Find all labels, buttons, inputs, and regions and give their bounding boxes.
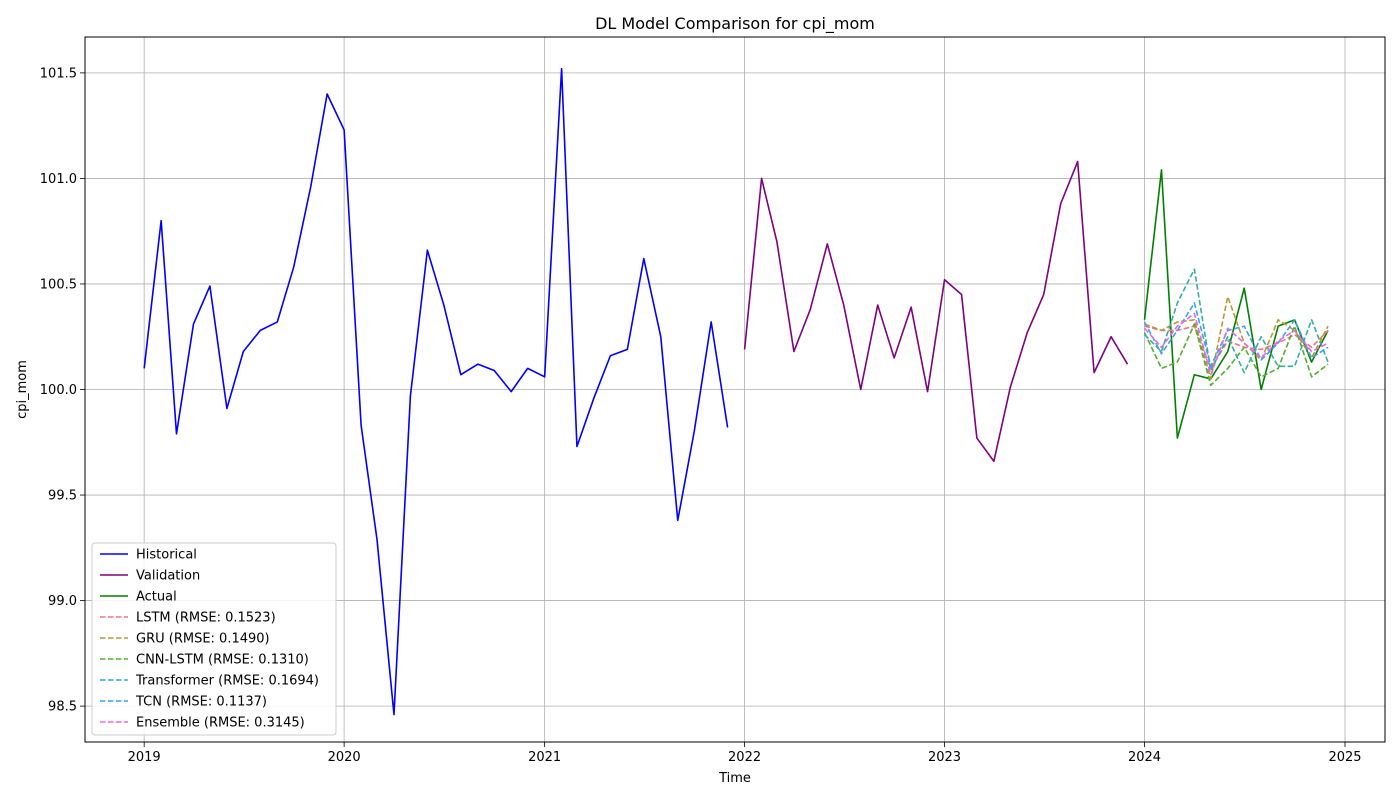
- y-axis-label: cpi_mom: [15, 360, 30, 419]
- y-tick-label: 98.5: [48, 700, 77, 715]
- series-layer: [143, 67, 1329, 716]
- y-tick-label: 100.5: [40, 277, 77, 292]
- y-tick-label: 99.5: [48, 489, 77, 504]
- x-tick-label: 2023: [928, 750, 961, 765]
- y-tick-label: 101.5: [40, 66, 77, 81]
- series-line-transformer: [1143, 268, 1329, 374]
- legend-label-cnn-lstm: CNN-LSTM (RMSE: 0.1310): [136, 653, 309, 668]
- x-tick-label: 2022: [728, 750, 761, 765]
- legend-label-historical: Historical: [136, 548, 197, 563]
- x-tick-label: 2024: [1128, 750, 1161, 765]
- legend-label-transformer: Transformer (RMSE: 0.1694): [135, 674, 319, 689]
- series-line-ensemble: [1143, 312, 1329, 376]
- x-tick-label: 2019: [128, 750, 161, 765]
- y-tick-label: 100.0: [40, 383, 77, 398]
- y-tick-label: 101.0: [40, 172, 77, 187]
- legend: Historical Validation Actual LSTM (RMSE: 0.…: [91, 542, 337, 736]
- y-axis-ticks: 98.5 99.0 99.5 100.0 100.5 101.0 101.5: [40, 66, 85, 715]
- x-axis-ticks: 2019 2020 2021 2022 2023 2024 2025: [128, 742, 1362, 765]
- legend-label-ensemble: Ensemble (RMSE: 0.3145): [136, 716, 305, 731]
- y-tick-label: 99.0: [48, 594, 77, 609]
- legend-box: [91, 542, 337, 736]
- x-tick-label: 2021: [528, 750, 561, 765]
- legend-label-tcn: TCN (RMSE: 0.1137): [135, 695, 267, 710]
- legend-label-lstm: LSTM (RMSE: 0.1523): [136, 611, 276, 626]
- legend-label-actual: Actual: [136, 590, 177, 605]
- series-line-tcn: [1143, 302, 1329, 368]
- x-tick-label: 2020: [328, 750, 361, 765]
- series-line-validation: [743, 160, 1129, 463]
- legend-label-gru: GRU (RMSE: 0.1490): [136, 632, 270, 647]
- series-line-historical: [143, 67, 729, 716]
- x-tick-label: 2025: [1328, 750, 1361, 765]
- x-axis-label: Time: [718, 771, 751, 786]
- legend-label-validation: Validation: [136, 569, 200, 584]
- chart-title: DL Model Comparison for cpi_mom: [595, 14, 875, 34]
